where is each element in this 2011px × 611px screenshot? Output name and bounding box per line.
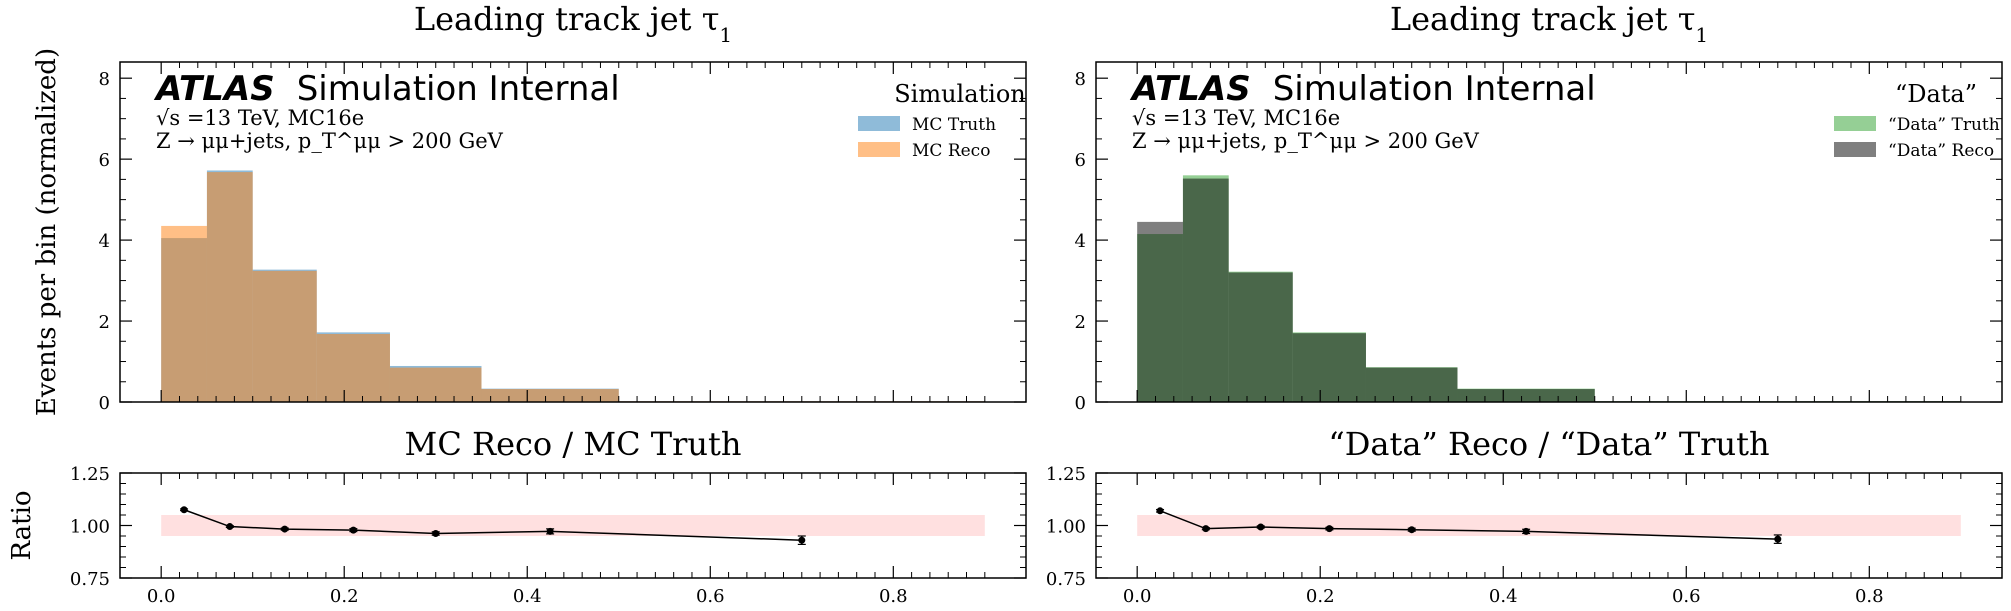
ratio-point	[1522, 527, 1530, 535]
histogram-bar	[206, 172, 253, 402]
ratio-point	[546, 527, 554, 535]
ratio-point	[1325, 525, 1333, 533]
histogram-bar	[252, 270, 317, 402]
histogram-bar	[1457, 389, 1595, 402]
ratio-panel-title: “Data” Reco / “Data” Truth	[1328, 425, 1769, 463]
legend-swatch	[1834, 116, 1876, 131]
histogram-bar	[161, 225, 207, 402]
legend-entry: “Data” Truth	[1888, 115, 2000, 135]
ratio-point	[1202, 525, 1210, 533]
y-tick-label: 2	[99, 312, 110, 333]
atlas-label-text: ATLAS	[153, 69, 275, 109]
legend-entry: MC Reco	[912, 141, 990, 161]
atlas-label-text: ATLAS	[1129, 69, 1251, 109]
legend-title: Simulation	[894, 80, 1026, 108]
ratio-point	[1774, 535, 1782, 543]
ratio-y-tick-label: 1.00	[70, 517, 110, 538]
energy-info-text: √s =13 TeV, MC16e	[156, 106, 364, 130]
y-tick-label: 4	[99, 231, 110, 252]
process-info-text: Z → μμ+jets, p_T^μμ > 200 GeV	[1132, 129, 1480, 153]
histogram-series-2	[161, 172, 985, 402]
ratio-y-tick-label: 1.25	[1046, 464, 1086, 485]
ratio-panel-title: MC Reco / MC Truth	[405, 425, 742, 463]
histogram-series-2	[1137, 178, 1961, 402]
histogram-bar	[1182, 178, 1229, 402]
x-tick-label: 0.8	[879, 586, 908, 607]
histogram-bar	[1137, 221, 1183, 402]
histogram-bar	[1228, 272, 1293, 402]
histogram-bar	[316, 334, 390, 402]
column-1: Leading track jet τ1 0 2 4 6 8 ATLAS Simulation…	[7, 0, 1027, 607]
legend-title: “Data”	[1895, 80, 1977, 108]
y-axis-title: Events per bin (normalized)	[32, 48, 62, 416]
x-tick-label: 0.4	[1489, 586, 1518, 607]
x-tick-label: 0.6	[1672, 586, 1701, 607]
legend-entry: MC Truth	[912, 115, 996, 135]
y-tick-label: 0	[99, 393, 110, 414]
y-tick-label: 6	[1075, 150, 1086, 171]
legend-swatch	[858, 142, 900, 157]
y-tick-label: 6	[99, 150, 110, 171]
main-title-text: Leading track jet τ	[1390, 0, 1696, 38]
y-tick-label: 2	[1075, 312, 1086, 333]
ratio-point	[281, 525, 289, 533]
atlas-label-suffix: Simulation Internal	[297, 69, 620, 109]
y-tick-label: 8	[99, 69, 110, 90]
ratio-point	[180, 506, 188, 514]
ratio-y-tick-label: 0.75	[70, 569, 110, 590]
main-title-text: Leading track jet τ	[414, 0, 720, 38]
x-tick-label: 0.6	[696, 586, 725, 607]
x-tick-label: 0.2	[1306, 586, 1335, 607]
process-info-text: Z → μμ+jets, p_T^μμ > 200 GeV	[156, 129, 504, 153]
ratio-point	[349, 526, 357, 534]
ratio-y-tick-label: 0.75	[1046, 569, 1086, 590]
x-tick-label: 0.4	[513, 586, 542, 607]
ratio-y-axis-title: Ratio	[7, 490, 37, 560]
ratio-y-tick-label: 1.00	[1046, 517, 1086, 538]
ratio-point	[1408, 526, 1416, 534]
x-tick-label: 0.0	[1123, 586, 1152, 607]
x-tick-label: 0.8	[1855, 586, 1884, 607]
y-tick-label: 4	[1075, 231, 1086, 252]
ratio-point	[798, 536, 806, 544]
main-plot-frame	[1095, 61, 2003, 403]
ratio-point	[1156, 507, 1164, 515]
ratio-y-tick-label: 1.25	[70, 464, 110, 485]
main-panel-title: Leading track jet τ1	[1390, 0, 1708, 47]
main-plot-frame	[119, 61, 1027, 403]
histogram-bar	[481, 389, 619, 402]
x-tick-label: 0.0	[147, 586, 176, 607]
atlas-label: ATLAS Simulation Internal	[153, 69, 620, 109]
y-tick-label: 8	[1075, 69, 1086, 90]
legend-entry: “Data” Reco	[1888, 141, 1994, 161]
ratio-point	[1257, 523, 1265, 531]
main-panel-title: Leading track jet τ1	[414, 0, 732, 47]
atlas-label-suffix: Simulation Internal	[1273, 69, 1596, 109]
column-2: Leading track jet τ1 0 2 4 6 8 ATLAS Simulation…	[1046, 0, 2003, 607]
ratio-uncertainty-band	[1137, 515, 1961, 536]
legend-swatch	[1834, 142, 1876, 157]
energy-info-text: √s =13 TeV, MC16e	[1132, 106, 1340, 130]
y-tick-label: 0	[1075, 393, 1086, 414]
x-tick-label: 0.2	[330, 586, 359, 607]
legend-swatch	[858, 116, 900, 131]
histogram-bar	[1292, 333, 1366, 402]
ratio-point	[432, 529, 440, 537]
main-title-subscript: 1	[1695, 23, 1708, 47]
atlas-label: ATLAS Simulation Internal	[1129, 69, 1596, 109]
main-title-subscript: 1	[719, 23, 732, 47]
ratio-point	[226, 523, 234, 531]
